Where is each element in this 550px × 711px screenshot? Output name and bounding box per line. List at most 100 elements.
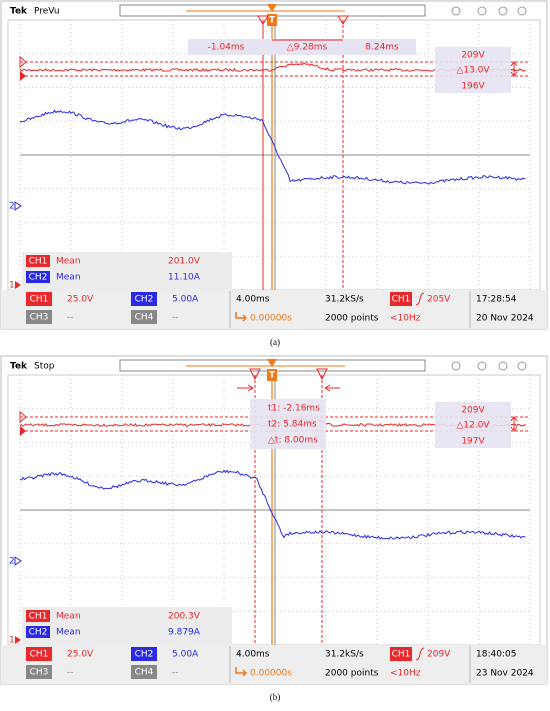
ch2-marker: [14, 556, 22, 566]
level-readout: 197V: [461, 437, 485, 447]
channel-badge: [26, 292, 52, 306]
header-icon: [517, 6, 527, 16]
level-box: [435, 402, 511, 448]
sample-rate: 31.2kS/s: [325, 650, 364, 660]
channel-scale: --: [67, 668, 74, 678]
sample-rate: 31.2kS/s: [325, 295, 364, 305]
header-icon: [451, 361, 461, 371]
brand: Tek: [10, 7, 28, 17]
measurement-box: [22, 607, 232, 645]
clock-time: 18:40:05: [476, 650, 516, 660]
clock-date: 20 Nov 2024: [476, 314, 534, 324]
trigger-flag: [267, 14, 277, 26]
measure-channel: CH2: [29, 273, 48, 283]
header-icon: [451, 6, 461, 16]
channel-name: CH2: [135, 650, 154, 660]
channel-name: CH1: [30, 650, 49, 660]
channel-badge: [131, 647, 157, 661]
channel-name: CH3: [30, 313, 49, 323]
trigger-level: 209V: [427, 650, 451, 660]
cursor-readout: 8.24ms: [365, 43, 399, 53]
trigger-frequency: <10Hz: [390, 314, 421, 324]
measurement-box: [22, 252, 232, 290]
cursor-marker: [316, 368, 328, 381]
scope-panel: Tek Stop Tt1: -2.16ms t2: 5.84ms △t: 8.00ms 2…: [0, 355, 548, 702]
clock-date: 23 Nov 2024: [476, 669, 534, 679]
ch2-marker-label: 2: [9, 557, 15, 567]
readout-box: [188, 39, 416, 55]
channel-badge: [26, 310, 52, 324]
level-readout: 209V: [461, 51, 485, 61]
channel-badge: [131, 292, 157, 306]
status-bar: [1, 290, 547, 329]
header-icon: [477, 361, 487, 371]
channel-scale: --: [67, 313, 74, 323]
channel-badge: [131, 665, 157, 679]
cursor-readout: t1: -2.16ms: [268, 404, 320, 414]
level-box: [435, 47, 511, 93]
level-readout: △12.0V: [456, 421, 490, 431]
ch2-marker: [14, 201, 22, 211]
position: 0.00000s: [250, 314, 292, 324]
record-length: 2000 points: [325, 314, 379, 324]
measure-channel: CH1: [29, 257, 48, 267]
header-icon: [477, 6, 487, 16]
channel-scale: --: [172, 313, 179, 323]
brand: Tek: [10, 362, 28, 372]
measure-stat: Mean: [56, 628, 81, 638]
channel-scale: 25.0V: [67, 295, 94, 305]
readout-box: [250, 399, 326, 449]
position-arrow: [235, 312, 248, 322]
scope-panel: Tek PreVu T -1.04ms △9.28ms 8.24ms 209V △13.0V 1…: [0, 0, 548, 347]
channel-badge: [26, 610, 50, 622]
measure-stat: Mean: [56, 273, 81, 283]
caption: (b): [270, 692, 281, 702]
status: PreVu: [34, 7, 60, 17]
level-readout: 196V: [461, 82, 485, 92]
status-bar: [1, 645, 547, 684]
trigger-flag: [267, 369, 277, 381]
channel-scale: 5.00A: [172, 295, 199, 305]
ch1-offset-marker: [19, 55, 27, 69]
position: 0.00000s: [250, 669, 292, 679]
channel-badge: [390, 292, 412, 306]
channel-scale: --: [172, 668, 179, 678]
cursor-readout: t2: 5.84ms: [268, 420, 317, 430]
channel-badge: [390, 647, 412, 661]
channel-name: CH3: [30, 668, 49, 678]
cursor-readout: △9.28ms: [287, 43, 328, 53]
ch1-marker: [15, 636, 21, 644]
level-arrow: [510, 416, 518, 432]
ch1-marker: [15, 281, 21, 289]
cursor-readout: △t: 8.00ms: [268, 436, 318, 446]
header-icon: [498, 6, 508, 16]
channel-badge: [26, 255, 50, 267]
channel-scale: 25.0V: [67, 650, 94, 660]
trigger-source: CH1: [392, 295, 411, 305]
channel-scale: 5.00A: [172, 650, 199, 660]
clock-time: 17:28:54: [476, 295, 517, 305]
channel-name: CH4: [135, 313, 154, 323]
channel-badge: [26, 271, 50, 283]
ch1-offset-marker: [20, 426, 26, 436]
ch2-waveform: [19, 469, 526, 540]
channel-name: CH4: [135, 668, 154, 678]
measure-channel: CH2: [29, 628, 48, 638]
measure-stat: Mean: [56, 257, 81, 267]
trigger-label: T: [269, 371, 276, 381]
measure-value: 200.3V: [168, 612, 201, 622]
measure-channel: CH1: [29, 612, 48, 622]
cursor-readout: -1.04ms: [208, 43, 245, 53]
ch1-offset-marker: [19, 410, 27, 424]
measure-value: 11.10A: [168, 273, 201, 283]
ch2-marker-label: 2: [9, 202, 15, 212]
channel-name: CH2: [135, 295, 154, 305]
trigger-marker: [267, 359, 277, 367]
header-icon: [517, 361, 527, 371]
trigger-label: T: [269, 16, 276, 26]
level-arrow: [510, 61, 518, 77]
trigger-slope: [415, 292, 425, 306]
ch1-offset-marker: [20, 71, 26, 81]
status: Stop: [34, 362, 55, 372]
